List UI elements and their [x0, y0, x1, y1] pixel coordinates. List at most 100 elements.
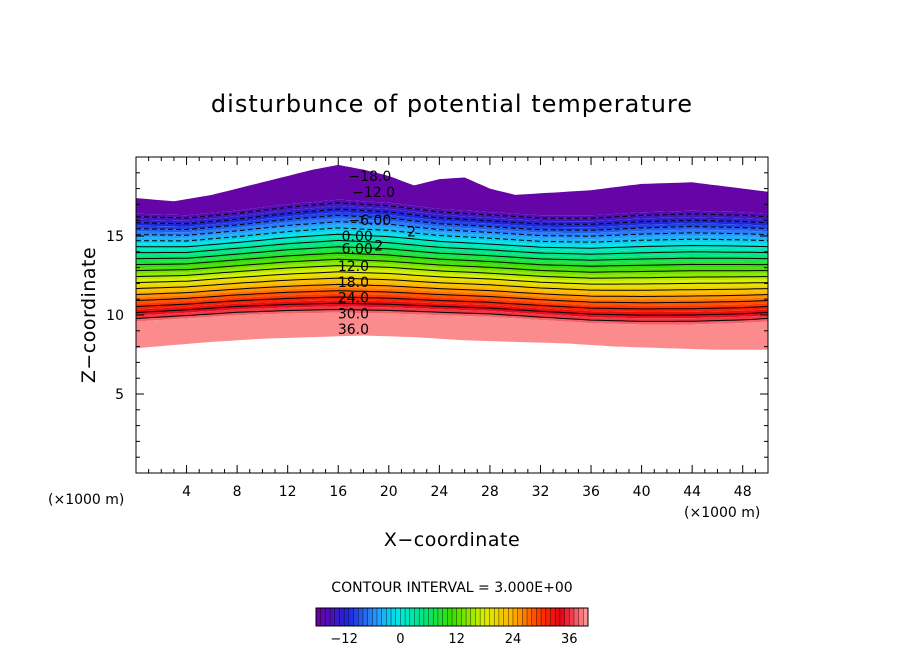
colorbar-swatch [320, 608, 326, 626]
x-tick-label: 44 [683, 484, 701, 500]
contour-line [136, 239, 768, 255]
colorbar-tick-label: 24 [505, 632, 522, 647]
colorbar-swatch [442, 608, 448, 626]
colorbar-swatch [541, 608, 547, 626]
colorbar-swatch [517, 608, 523, 626]
colorbar-swatch [494, 608, 500, 626]
contour-band [136, 287, 768, 303]
colorbar-swatch [334, 608, 340, 626]
colorbar-swatch [330, 608, 336, 626]
colorbar-swatch [498, 608, 504, 626]
contour-band [136, 212, 768, 231]
colorbar-swatch [367, 608, 373, 626]
contour-band [136, 297, 768, 312]
colorbar-swatch [573, 608, 580, 626]
colorbar-swatch [564, 608, 570, 626]
contour-line [136, 283, 768, 298]
colorbar-swatch [348, 608, 354, 626]
colorbar-swatch [395, 608, 401, 626]
colorbar-swatch [456, 608, 462, 626]
contour-line [136, 227, 768, 243]
colorbar-swatch [437, 608, 444, 626]
colorbar-swatch [353, 608, 359, 626]
colorbar-swatch [484, 608, 490, 626]
x-tick-label: 24 [430, 484, 448, 500]
x-tick-label: 40 [633, 484, 651, 500]
contour-band [136, 265, 768, 282]
colorbar-swatch [578, 608, 584, 626]
contour-band [136, 164, 768, 216]
x-tick-label: 8 [233, 484, 242, 500]
colorbar-swatch [512, 608, 519, 626]
contour-label: 18.0 [338, 275, 369, 291]
contour-label: 36.0 [338, 322, 369, 338]
colorbar-swatch [470, 608, 476, 626]
x-tick-label: 32 [532, 484, 550, 500]
colorbar-swatch [405, 608, 411, 626]
contour-band [136, 240, 768, 258]
x-tick-label: 36 [582, 484, 600, 500]
contour-band [136, 278, 768, 294]
colorbar-swatch [447, 608, 453, 626]
contour-band [136, 249, 768, 267]
colorbar-swatch [433, 608, 439, 626]
colorbar-swatch [508, 608, 514, 626]
contour-line [136, 308, 768, 322]
contour-line [136, 265, 768, 279]
contour-band [136, 246, 768, 264]
x-tick-label: 48 [734, 484, 752, 500]
y-tick-label: 15 [106, 229, 124, 245]
contour-band [136, 231, 768, 249]
contour-band [136, 221, 768, 240]
colorbar-swatch [325, 608, 331, 626]
contour-line [136, 233, 768, 249]
contour-line [136, 252, 768, 267]
contour-line [136, 214, 768, 231]
contour-line [136, 271, 768, 285]
colorbar-swatch [545, 608, 551, 626]
colorbar-swatch [381, 608, 387, 626]
colorbar-swatch [489, 608, 495, 626]
contour-band [136, 199, 768, 219]
contour-label: 24.0 [338, 291, 369, 307]
x-tick-label: 4 [182, 484, 191, 500]
contour-label: 2 [374, 239, 383, 255]
contour-line [136, 258, 768, 273]
colorbar-swatch [414, 608, 420, 626]
contour-band [136, 293, 768, 309]
contour-line [136, 208, 768, 225]
contour-band [136, 275, 768, 291]
colorbar-swatch [583, 608, 589, 626]
chart-title: disturbunce of potential temperature [211, 90, 693, 118]
colorbar-swatch [555, 608, 561, 626]
colorbar-swatch [503, 608, 509, 626]
y-axis-title: Z−coordinate [78, 247, 100, 383]
contour-band [136, 209, 768, 228]
contour-band [136, 205, 768, 225]
y-tick-label: 10 [106, 308, 124, 324]
colorbar-swatch [419, 608, 425, 626]
colorbar-swatch [550, 608, 556, 626]
contour-field [136, 164, 768, 350]
x-unit-left: (×1000 m) [48, 492, 124, 508]
colorbar-swatch [475, 608, 481, 626]
contour-band [136, 259, 768, 276]
colorbar-tick-label: 12 [448, 632, 465, 647]
contour-label: −12.0 [352, 185, 395, 201]
contour-label: 2 [407, 224, 416, 240]
contour-band [136, 284, 768, 300]
contour-band [136, 253, 768, 270]
contour-band [136, 224, 768, 243]
colorbar-tick-label: 0 [396, 632, 404, 647]
colorbar-swatch [536, 608, 542, 626]
contour-band [136, 268, 768, 285]
x-tick-label: 28 [481, 484, 499, 500]
contour-band [136, 262, 768, 279]
contour-line [136, 296, 768, 310]
contour-band [136, 271, 768, 288]
colorbar-swatch [409, 608, 415, 626]
colorbar-swatch [344, 608, 350, 626]
contour-label: 0.00 [342, 229, 373, 245]
